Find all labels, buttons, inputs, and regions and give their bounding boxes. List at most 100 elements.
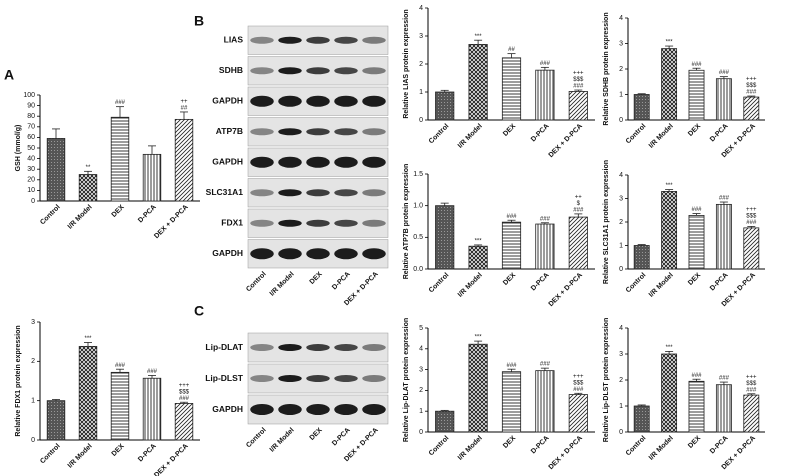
x-tick-label: D-PCA [709, 123, 730, 144]
blot-band [250, 189, 274, 197]
x-tick-label: I/R Model [648, 435, 675, 462]
y-tick-label: 20 [27, 177, 35, 184]
y-tick-label: 0.0 [413, 266, 423, 273]
y-tick-label: 0 [619, 117, 623, 124]
blot-band [306, 344, 330, 351]
blot-band [250, 375, 274, 382]
blot-label: Lip-DLST [205, 373, 244, 383]
y-axis-title: Relative Lip-DLAT protein expression [403, 318, 410, 442]
y-tick-label: 0 [31, 198, 35, 205]
y-tick-label: 0 [31, 437, 35, 444]
x-tick-label: I/R Model [457, 123, 484, 150]
y-tick-label: 50 [27, 145, 35, 152]
x-tick-label: Control [428, 123, 451, 146]
blot-band [334, 219, 358, 227]
y-tick-label: 1.5 [413, 171, 423, 178]
x-tick-label: D-PCA [709, 272, 730, 293]
bar [568, 91, 588, 121]
panel-label: A [4, 67, 14, 83]
significance-mark: +++ [179, 383, 190, 389]
y-tick-label: 0.5 [413, 234, 423, 241]
lane-label: DEX [309, 427, 324, 442]
bar [174, 403, 194, 441]
y-axis-title: Relative SLC31A1 protein expression [603, 160, 610, 284]
y-tick-label: 1 [619, 242, 623, 249]
significance-mark: ### [540, 362, 551, 368]
y-axis-title: Relative LIAS protein expression [403, 9, 410, 118]
y-tick-label: 1 [419, 408, 423, 415]
y-tick-label: 2 [619, 377, 623, 384]
y-tick-label: 3 [419, 33, 423, 40]
y-tick-label: 3 [619, 195, 623, 202]
bar [633, 405, 650, 433]
significance-mark: $$$ [179, 389, 190, 395]
significance-mark: +++ [573, 374, 584, 380]
blot-band [306, 156, 330, 168]
y-tick-label: 5 [419, 325, 423, 332]
bar [688, 380, 705, 433]
bar [688, 215, 705, 270]
significance-mark: ## [508, 47, 515, 53]
significance-mark: +++ [573, 71, 584, 77]
blot-band [278, 36, 302, 44]
lane-label: Control [245, 271, 268, 294]
y-tick-label: 3 [619, 40, 623, 47]
significance-mark: ### [506, 363, 517, 369]
x-tick-label: DEX + D-PCA [548, 272, 584, 308]
bar [661, 191, 678, 270]
blot-band [250, 36, 274, 44]
y-tick-label: 3 [619, 351, 623, 358]
y-axis-title: Relative SDHB protein expression [603, 12, 610, 125]
blot-band [334, 128, 358, 136]
x-tick-label: D-PCA [530, 123, 551, 144]
x-tick-label: DEX + D-PCA [153, 443, 189, 476]
significance-mark: $$$ [746, 214, 757, 220]
y-tick-label: 1 [619, 403, 623, 410]
blot-band [250, 128, 274, 136]
blot-band [362, 189, 386, 197]
bar [501, 221, 522, 270]
x-tick-label: DEX [502, 123, 517, 138]
bar [46, 138, 66, 202]
y-tick-label: 2 [31, 358, 35, 365]
significance-mark: ### [506, 214, 517, 220]
blot-label: SDHB [219, 65, 243, 75]
blot-label: ATP7B [216, 126, 243, 136]
x-tick-label: DEX + D-PCA [548, 435, 584, 471]
lane-label: D-PCA [331, 427, 352, 448]
y-tick-label: 40 [27, 155, 35, 162]
bar [715, 78, 732, 121]
lane-label: Control [245, 427, 268, 450]
y-axis-title: GSH (mmol/g) [15, 125, 22, 172]
blot-band [306, 219, 330, 227]
y-tick-label: 2 [419, 61, 423, 68]
x-tick-label: D-PCA [137, 443, 158, 464]
bar [501, 371, 522, 433]
blot-band [306, 189, 330, 197]
blot-band [306, 128, 330, 136]
blot-band [334, 375, 358, 382]
significance-mark: ### [719, 70, 730, 76]
significance-mark: +++ [746, 77, 757, 83]
bar [435, 205, 455, 270]
significance-mark: $$$ [573, 380, 584, 386]
blot-label: SLC31A1 [206, 187, 244, 197]
significance-mark: $ [577, 201, 581, 207]
x-tick-label: I/R Model [67, 204, 94, 231]
bar [688, 69, 705, 121]
significance-mark: ## [181, 106, 188, 112]
y-tick-label: 2 [419, 387, 423, 394]
significance-mark: ++ [180, 99, 188, 105]
y-tick-label: 0 [419, 429, 423, 436]
y-tick-label: 80 [27, 113, 35, 120]
blot-band [278, 344, 302, 351]
y-tick-label: 0 [419, 117, 423, 124]
bar [435, 91, 455, 121]
blot-band [250, 344, 274, 351]
blot-band [362, 375, 386, 382]
blot-band [334, 156, 358, 168]
significance-mark: $$$ [746, 381, 757, 387]
significance-mark: *** [666, 40, 674, 46]
blot-label: FDX1 [221, 218, 243, 228]
